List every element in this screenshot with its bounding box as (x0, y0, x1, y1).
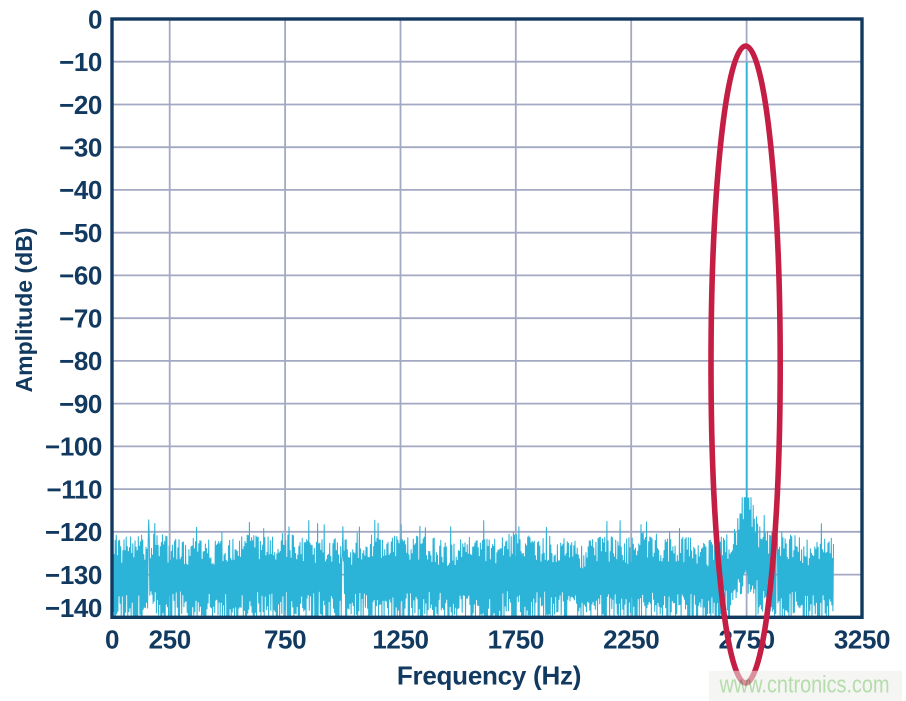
svg-text:−110: −110 (46, 474, 102, 504)
svg-text:−120: −120 (45, 517, 102, 547)
svg-text:1250: 1250 (372, 624, 428, 654)
svg-text:−20: −20 (59, 90, 102, 120)
svg-text:−140: −140 (45, 593, 102, 623)
svg-text:−130: −130 (45, 560, 102, 590)
svg-text:−60: −60 (59, 261, 102, 291)
svg-text:2250: 2250 (603, 624, 659, 654)
svg-text:−40: −40 (59, 175, 102, 205)
svg-text:1750: 1750 (488, 624, 544, 654)
svg-text:−100: −100 (45, 432, 102, 462)
svg-text:−10: −10 (59, 47, 102, 77)
svg-text:3250: 3250 (834, 624, 890, 654)
svg-text:−50: −50 (59, 218, 102, 248)
svg-text:0: 0 (88, 4, 102, 34)
svg-text:750: 750 (264, 624, 306, 654)
svg-text:−90: −90 (59, 389, 102, 419)
svg-text:−80: −80 (59, 346, 102, 376)
svg-text:−70: −70 (59, 304, 102, 334)
svg-text:Amplitude (dB): Amplitude (dB) (11, 228, 37, 393)
svg-text:www.cntronics.com: www.cntronics.com (719, 672, 890, 699)
svg-text:Frequency (Hz): Frequency (Hz) (397, 660, 581, 690)
svg-text:250: 250 (149, 624, 191, 654)
svg-text:0: 0 (105, 624, 119, 654)
svg-text:−30: −30 (59, 133, 102, 163)
